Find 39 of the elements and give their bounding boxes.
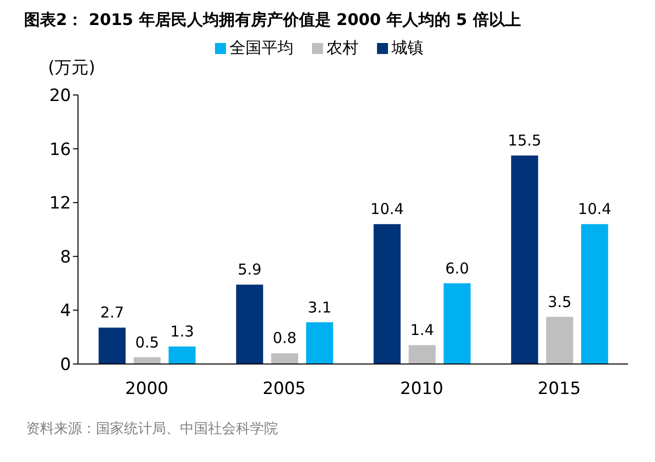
y-tick-label: 20 bbox=[49, 86, 71, 106]
data-label: 1.4 bbox=[410, 321, 434, 340]
data-label: 0.8 bbox=[272, 329, 297, 348]
x-tick-label: 2010 bbox=[400, 379, 444, 400]
x-tick-label: 2000 bbox=[125, 379, 168, 400]
bar bbox=[98, 328, 126, 364]
legend-label: 城镇 bbox=[392, 38, 424, 57]
data-label: 6.0 bbox=[445, 259, 470, 278]
y-tick-label: 0 bbox=[60, 355, 71, 376]
bar bbox=[306, 322, 334, 364]
bar bbox=[271, 353, 298, 364]
legend-label: 农村 bbox=[326, 38, 358, 57]
data-label: 0.5 bbox=[135, 333, 160, 352]
data-label: 10.4 bbox=[370, 200, 404, 218]
bar bbox=[408, 345, 436, 364]
bar bbox=[511, 156, 538, 364]
data-label: 3.5 bbox=[548, 292, 572, 311]
y-tick-label: 4 bbox=[60, 301, 71, 322]
legend-label: 全国平均 bbox=[230, 38, 294, 57]
bar bbox=[546, 316, 574, 364]
data-label: 5.9 bbox=[238, 260, 262, 279]
bar bbox=[374, 224, 401, 364]
data-label: 1.3 bbox=[170, 322, 194, 341]
data-label: 10.4 bbox=[578, 200, 612, 218]
bar bbox=[581, 224, 608, 364]
y-axis-title: (万元) bbox=[48, 57, 96, 79]
y-tick-label: 8 bbox=[60, 247, 71, 268]
bar bbox=[168, 346, 196, 364]
chart-title: 图表2： 2015 年居民人均拥有房产价值是 2000 年人均的 5 倍以上 bbox=[23, 9, 522, 31]
bar bbox=[236, 284, 264, 364]
bar bbox=[444, 283, 471, 364]
y-tick-label: 12 bbox=[49, 194, 71, 214]
x-tick-label: 2005 bbox=[262, 379, 306, 400]
data-label: 2.7 bbox=[100, 304, 124, 322]
y-tick-label: 16 bbox=[49, 140, 71, 160]
x-tick-label: 2015 bbox=[538, 379, 581, 400]
data-label: 15.5 bbox=[508, 132, 542, 150]
text: 资料来源：国家统计局、中国社会科学院 bbox=[26, 420, 278, 438]
data-label: 3.1 bbox=[308, 298, 332, 316]
